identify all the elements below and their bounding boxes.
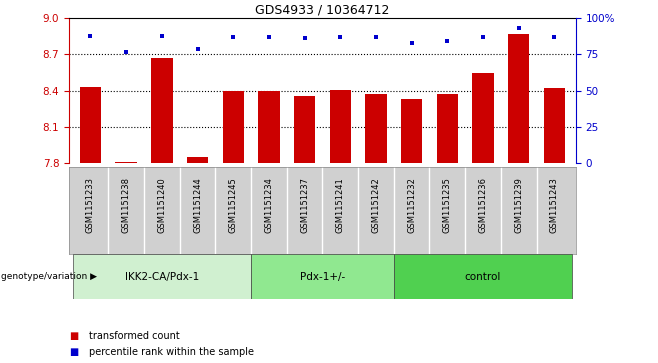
Text: IKK2-CA/Pdx-1: IKK2-CA/Pdx-1 (125, 272, 199, 282)
Text: GSM1151233: GSM1151233 (86, 178, 95, 233)
Point (121, 49, 132, 54)
Text: percentile rank within the sample: percentile rank within the sample (89, 347, 254, 357)
Bar (508, 34, 530, 163)
Text: GSM1151234: GSM1151234 (265, 178, 274, 233)
Bar (401, 99, 422, 163)
FancyBboxPatch shape (251, 254, 393, 299)
Text: Pdx-1+/-: Pdx-1+/- (300, 272, 345, 282)
Point (157, 33, 167, 38)
Point (335, 34, 345, 40)
Point (442, 38, 453, 44)
Text: GSM1151238: GSM1151238 (122, 178, 131, 233)
Point (407, 40, 417, 46)
Bar (187, 157, 208, 163)
Text: GSM1151237: GSM1151237 (300, 178, 309, 233)
Point (192, 46, 203, 52)
Bar (115, 162, 137, 163)
Point (86, 33, 96, 38)
Point (370, 34, 381, 40)
Text: transformed count: transformed count (89, 331, 180, 341)
Text: GSM1151243: GSM1151243 (550, 178, 559, 233)
Text: GSM1151239: GSM1151239 (514, 178, 523, 233)
Text: GSM1151241: GSM1151241 (336, 178, 345, 233)
Text: ■: ■ (69, 331, 78, 341)
Bar (365, 94, 387, 163)
Title: GDS4933 / 10364712: GDS4933 / 10364712 (255, 4, 390, 17)
Point (513, 25, 524, 31)
Bar (294, 95, 315, 163)
Text: GSM1151242: GSM1151242 (371, 178, 380, 233)
Text: ■: ■ (69, 347, 78, 357)
Text: control: control (465, 272, 501, 282)
Bar (437, 94, 458, 163)
Bar (472, 73, 494, 163)
Text: GSM1151240: GSM1151240 (157, 178, 166, 233)
Point (299, 36, 310, 41)
Point (549, 34, 559, 40)
Text: GSM1151236: GSM1151236 (478, 178, 488, 233)
Text: GSM1151244: GSM1151244 (193, 178, 202, 233)
FancyBboxPatch shape (393, 254, 572, 299)
Point (264, 34, 274, 40)
Text: GSM1151235: GSM1151235 (443, 178, 452, 233)
Bar (151, 58, 172, 163)
Bar (258, 91, 280, 163)
Point (228, 34, 238, 40)
Text: genotype/variation ▶: genotype/variation ▶ (1, 272, 97, 281)
Bar (80, 87, 101, 163)
Point (478, 34, 488, 40)
Text: GSM1151245: GSM1151245 (229, 178, 238, 233)
Bar (544, 88, 565, 163)
Bar (222, 91, 244, 163)
Text: GSM1151232: GSM1151232 (407, 178, 416, 233)
Bar (330, 90, 351, 163)
FancyBboxPatch shape (72, 254, 251, 299)
